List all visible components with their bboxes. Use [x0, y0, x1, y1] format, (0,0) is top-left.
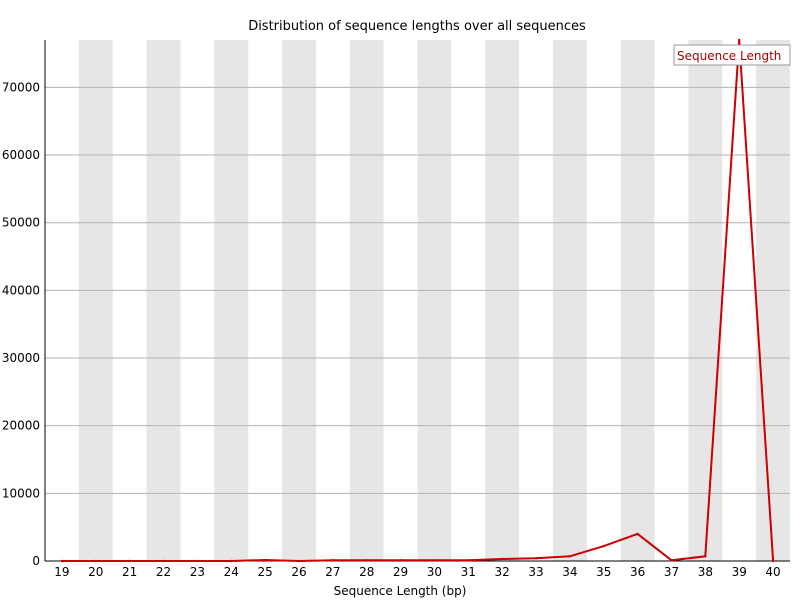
x-tick-label-31: 31 [461, 565, 476, 579]
x-tick-label-25: 25 [257, 565, 272, 579]
y-tick-label-0: 0 [32, 554, 40, 568]
x-tick-label-40: 40 [765, 565, 780, 579]
x-tick-label-30: 30 [427, 565, 442, 579]
band-32 [485, 40, 520, 561]
data-point-32 [500, 557, 504, 561]
x-axis-label: Sequence Length (bp) [334, 584, 467, 598]
legend-box [673, 44, 791, 66]
data-point-38 [704, 555, 707, 558]
x-tick-label-37: 37 [664, 565, 679, 579]
y-tick-labels: 0 10000 20000 30000 40000 50000 60000 70000 [2, 80, 40, 568]
y-tick-label-20000: 20000 [2, 419, 40, 433]
y-tick-label-30000: 30000 [2, 351, 40, 365]
x-tick-label-29: 29 [393, 565, 408, 579]
x-tick-label-39: 39 [732, 565, 747, 579]
band-38 [688, 40, 723, 561]
y-tick-label-50000: 50000 [2, 216, 40, 230]
band-22 [146, 40, 181, 561]
x-tick-label-19: 19 [54, 565, 69, 579]
x-tick-label-21: 21 [122, 565, 137, 579]
band-36 [620, 40, 655, 561]
data-point-39 [738, 38, 741, 42]
series-line-0 [61, 39, 775, 563]
y-tick-label-60000: 60000 [2, 148, 40, 162]
x-tick-label-27: 27 [325, 565, 340, 579]
band-28 [349, 40, 384, 561]
y-tick-label-70000: 70000 [2, 80, 40, 94]
x-tick-label-23: 23 [190, 565, 205, 579]
x-tick-label-22: 22 [156, 565, 171, 579]
x-tick-label-33: 33 [528, 565, 543, 579]
data-point-36 [636, 532, 639, 536]
band-30 [417, 40, 452, 561]
x-tick-labels: 19 20 21 22 23 24 25 26 27 28 29 30 31 32 33 34 35 36 37 38… [54, 565, 780, 579]
band-40 [756, 40, 790, 561]
x-tick-label-26: 26 [291, 565, 306, 579]
data-point-30 [433, 559, 436, 562]
background-bands [78, 40, 790, 561]
data-point-31 [467, 559, 470, 562]
band-26 [282, 40, 316, 561]
y-tick-label-40000: 40000 [2, 283, 40, 297]
band-34 [552, 40, 587, 561]
data-point-19 [60, 559, 64, 563]
data-point-27 [331, 559, 335, 562]
legend: Sequence Length [673, 44, 791, 66]
data-point-20 [94, 559, 97, 563]
band-20 [78, 40, 113, 561]
x-tick-label-28: 28 [359, 565, 374, 579]
x-tick-label-32: 32 [495, 565, 510, 579]
data-point-25 [263, 558, 267, 562]
legend-entry-0: Sequence Length [677, 49, 781, 63]
data-point-35 [602, 544, 605, 548]
data-point-33 [534, 557, 538, 560]
data-point-23 [196, 559, 199, 563]
data-point-21 [128, 559, 131, 563]
x-tick-label-36: 36 [630, 565, 645, 579]
data-point-26 [297, 559, 301, 563]
data-point-28 [365, 559, 368, 562]
grid-lines [45, 86, 790, 494]
data-point-22 [162, 559, 165, 563]
data-point-24 [230, 559, 233, 563]
x-tick-label-24: 24 [224, 565, 239, 579]
data-point-34 [568, 555, 572, 558]
data-point-37 [670, 559, 673, 562]
data-point-29 [399, 559, 402, 562]
band-24 [214, 40, 249, 561]
x-tick-label-38: 38 [698, 565, 713, 579]
series-layer [60, 38, 775, 563]
y-tick-label-10000: 10000 [2, 486, 40, 500]
x-tick-label-35: 35 [596, 565, 611, 579]
x-tick-label-20: 20 [88, 565, 103, 579]
data-point-40 [771, 559, 775, 563]
x-tick-label-34: 34 [562, 565, 577, 579]
chart-title: Distribution of sequence lengths over al… [248, 19, 586, 34]
